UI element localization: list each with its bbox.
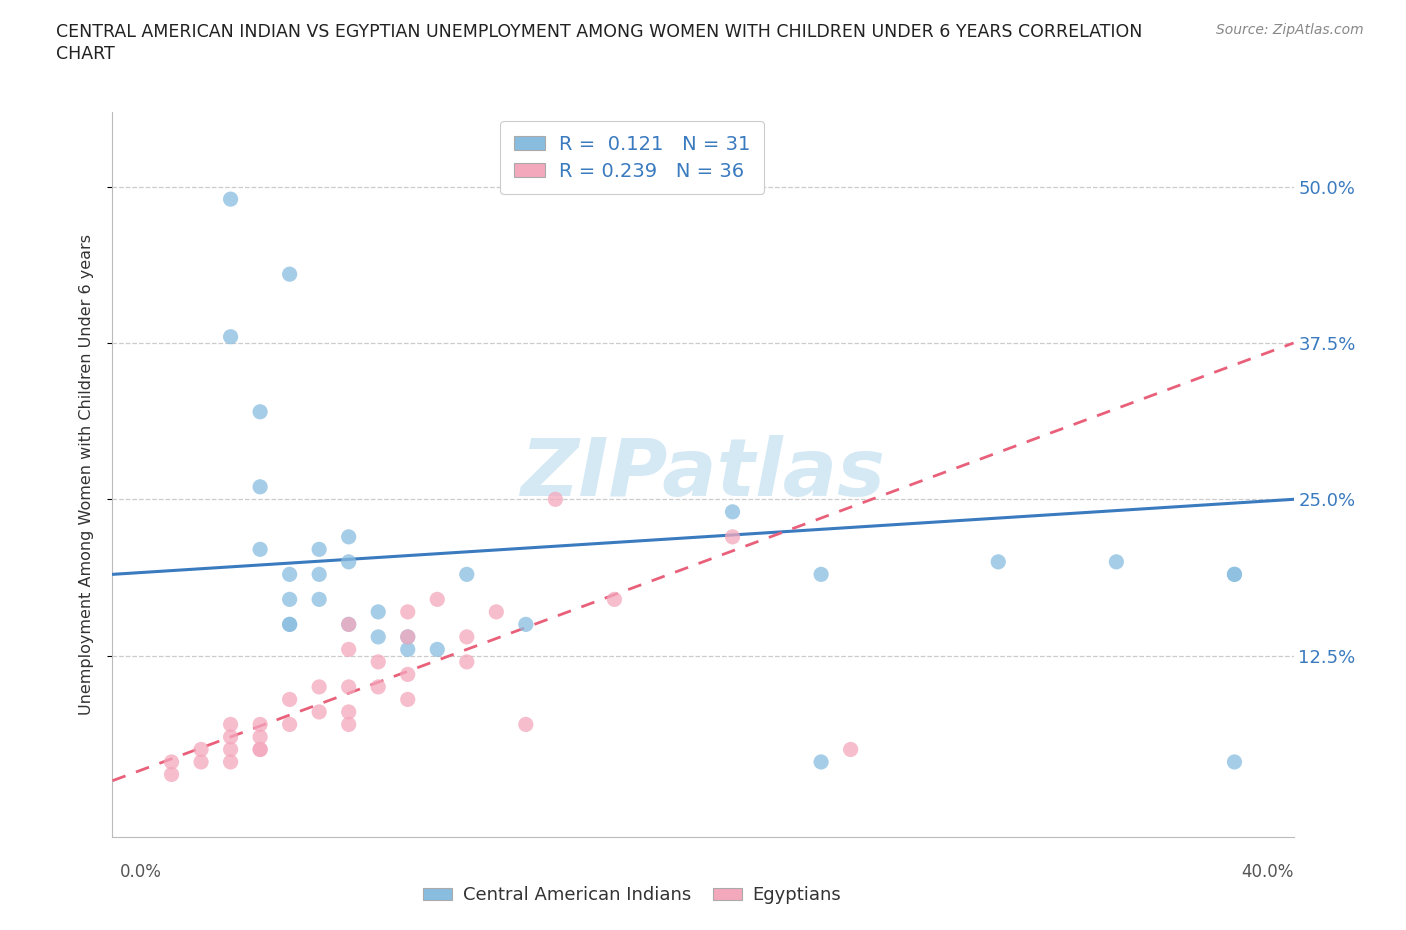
Point bbox=[544, 492, 567, 507]
Point bbox=[456, 630, 478, 644]
Point bbox=[308, 680, 330, 695]
Point bbox=[160, 767, 183, 782]
Point bbox=[1223, 754, 1246, 769]
Point bbox=[308, 591, 330, 606]
Point bbox=[485, 604, 508, 619]
Point bbox=[987, 554, 1010, 569]
Point bbox=[219, 329, 242, 344]
Point bbox=[810, 754, 832, 769]
Point bbox=[396, 667, 419, 682]
Point bbox=[219, 742, 242, 757]
Point bbox=[396, 642, 419, 657]
Point bbox=[160, 754, 183, 769]
Point bbox=[278, 591, 301, 606]
Point bbox=[456, 567, 478, 582]
Text: Source: ZipAtlas.com: Source: ZipAtlas.com bbox=[1216, 23, 1364, 37]
Point bbox=[337, 642, 360, 657]
Point bbox=[810, 567, 832, 582]
Point bbox=[308, 542, 330, 557]
Point bbox=[367, 680, 389, 695]
Point bbox=[219, 729, 242, 744]
Point bbox=[839, 742, 862, 757]
Point bbox=[367, 604, 389, 619]
Text: CHART: CHART bbox=[56, 45, 115, 62]
Point bbox=[219, 192, 242, 206]
Point bbox=[1105, 554, 1128, 569]
Point bbox=[278, 617, 301, 631]
Point bbox=[249, 729, 271, 744]
Point bbox=[278, 617, 301, 631]
Point bbox=[367, 655, 389, 670]
Point bbox=[337, 617, 360, 631]
Legend: Central American Indians, Egyptians: Central American Indians, Egyptians bbox=[416, 879, 848, 911]
Point bbox=[278, 567, 301, 582]
Point bbox=[721, 504, 744, 519]
Point bbox=[337, 617, 360, 631]
Point bbox=[190, 742, 212, 757]
Point bbox=[337, 705, 360, 720]
Point bbox=[190, 754, 212, 769]
Point bbox=[249, 717, 271, 732]
Point bbox=[367, 630, 389, 644]
Text: ZIPatlas: ZIPatlas bbox=[520, 435, 886, 513]
Point bbox=[515, 617, 537, 631]
Point bbox=[396, 630, 419, 644]
Point bbox=[308, 705, 330, 720]
Point bbox=[426, 591, 449, 606]
Point bbox=[219, 717, 242, 732]
Point bbox=[337, 554, 360, 569]
Text: 0.0%: 0.0% bbox=[120, 863, 162, 882]
Point bbox=[396, 692, 419, 707]
Point bbox=[249, 742, 271, 757]
Point bbox=[249, 742, 271, 757]
Point bbox=[337, 529, 360, 544]
Point bbox=[249, 405, 271, 419]
Point bbox=[337, 680, 360, 695]
Point bbox=[603, 591, 626, 606]
Point bbox=[396, 630, 419, 644]
Point bbox=[219, 754, 242, 769]
Y-axis label: Unemployment Among Women with Children Under 6 years: Unemployment Among Women with Children U… bbox=[79, 233, 94, 715]
Point bbox=[278, 717, 301, 732]
Point bbox=[1223, 567, 1246, 582]
Point bbox=[278, 692, 301, 707]
Point bbox=[515, 717, 537, 732]
Point bbox=[308, 567, 330, 582]
Text: CENTRAL AMERICAN INDIAN VS EGYPTIAN UNEMPLOYMENT AMONG WOMEN WITH CHILDREN UNDER: CENTRAL AMERICAN INDIAN VS EGYPTIAN UNEM… bbox=[56, 23, 1143, 41]
Point bbox=[721, 529, 744, 544]
Point bbox=[249, 542, 271, 557]
Point bbox=[1223, 567, 1246, 582]
Point bbox=[456, 655, 478, 670]
Point bbox=[337, 717, 360, 732]
Point bbox=[396, 604, 419, 619]
Point bbox=[249, 479, 271, 494]
Point bbox=[426, 642, 449, 657]
Point bbox=[278, 267, 301, 282]
Text: 40.0%: 40.0% bbox=[1241, 863, 1294, 882]
